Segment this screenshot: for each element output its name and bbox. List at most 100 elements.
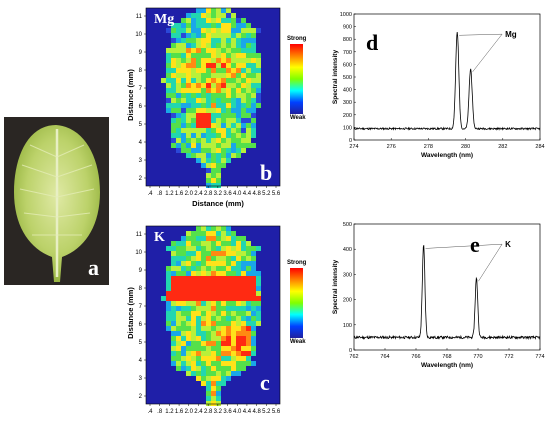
map-cell bbox=[181, 286, 186, 291]
map-cell bbox=[191, 306, 196, 311]
map-cell bbox=[216, 103, 221, 108]
map-cell bbox=[236, 73, 241, 78]
map-cell bbox=[231, 236, 236, 241]
map-cell bbox=[191, 83, 196, 88]
map-cell bbox=[216, 256, 221, 261]
map-cell bbox=[241, 128, 246, 133]
map-cell bbox=[171, 28, 176, 33]
map-cell bbox=[211, 346, 216, 351]
panel-letter-a: a bbox=[88, 255, 99, 280]
map-cell bbox=[196, 276, 201, 281]
map-cell bbox=[221, 18, 226, 23]
map-cell bbox=[221, 226, 226, 231]
map-cell bbox=[181, 43, 186, 48]
map-cell bbox=[221, 236, 226, 241]
map-cell bbox=[256, 103, 261, 108]
map-cell bbox=[216, 366, 221, 371]
map-cell bbox=[241, 83, 246, 88]
map-cell bbox=[191, 261, 196, 266]
map-cell bbox=[236, 266, 241, 271]
map-cell bbox=[241, 271, 246, 276]
map-cell bbox=[226, 231, 231, 236]
map-cell bbox=[221, 13, 226, 18]
map-cell bbox=[226, 73, 231, 78]
map-cell bbox=[206, 103, 211, 108]
map-cell bbox=[181, 88, 186, 93]
map-cell bbox=[236, 291, 241, 296]
map-cell bbox=[216, 286, 221, 291]
map-cell bbox=[196, 143, 201, 148]
map-cell bbox=[241, 118, 246, 123]
y-tick-label: 200 bbox=[343, 298, 352, 304]
map-cell bbox=[206, 321, 211, 326]
map-cell bbox=[226, 53, 231, 58]
y-tick-label: 9 bbox=[139, 268, 143, 274]
x-tick-label: 4.0 bbox=[233, 191, 242, 197]
map-cell bbox=[166, 321, 171, 326]
map-cell bbox=[206, 143, 211, 148]
map-cell bbox=[241, 53, 246, 58]
map-cell bbox=[211, 261, 216, 266]
map-cell bbox=[236, 63, 241, 68]
map-cell bbox=[191, 316, 196, 321]
map-cell bbox=[206, 183, 211, 188]
map-cell bbox=[246, 301, 251, 306]
map-cell bbox=[171, 108, 176, 113]
map-cell bbox=[176, 281, 181, 286]
map-cell bbox=[226, 83, 231, 88]
map-cell bbox=[176, 261, 181, 266]
map-cell bbox=[201, 311, 206, 316]
map-cell bbox=[211, 371, 216, 376]
map-cell bbox=[246, 291, 251, 296]
map-cell bbox=[181, 93, 186, 98]
map-cell bbox=[216, 148, 221, 153]
x-tick-label: 2.8 bbox=[204, 409, 213, 415]
map-cell bbox=[241, 133, 246, 138]
map-cell bbox=[171, 133, 176, 138]
map-cell bbox=[176, 28, 181, 33]
map-cell bbox=[201, 63, 206, 68]
map-cell bbox=[196, 8, 201, 13]
map-cell bbox=[191, 23, 196, 28]
x-tick-label: 2.0 bbox=[185, 191, 194, 197]
map-cell bbox=[201, 118, 206, 123]
map-cell bbox=[211, 83, 216, 88]
map-cell bbox=[181, 241, 186, 246]
map-cell bbox=[246, 63, 251, 68]
map-cell bbox=[196, 43, 201, 48]
map-cell bbox=[206, 33, 211, 38]
map-cell bbox=[201, 341, 206, 346]
map-cell bbox=[186, 78, 191, 83]
map-cell bbox=[226, 63, 231, 68]
map-cell bbox=[206, 118, 211, 123]
map-cell bbox=[241, 123, 246, 128]
map-cell bbox=[211, 58, 216, 63]
map-cell bbox=[251, 93, 256, 98]
map-cell bbox=[216, 401, 221, 406]
y-tick-label: 700 bbox=[343, 50, 352, 56]
map-cell bbox=[211, 246, 216, 251]
map-cell bbox=[181, 246, 186, 251]
map-cell bbox=[191, 311, 196, 316]
x-axis-title: Distance (mm) bbox=[192, 199, 244, 208]
map-cell bbox=[201, 271, 206, 276]
map-cell bbox=[206, 371, 211, 376]
map-cell bbox=[191, 123, 196, 128]
map-cell bbox=[206, 336, 211, 341]
map-cell bbox=[231, 53, 236, 58]
map-cell bbox=[201, 231, 206, 236]
map-cell bbox=[236, 53, 241, 58]
map-cell bbox=[216, 33, 221, 38]
map-cell bbox=[216, 311, 221, 316]
map-cell bbox=[171, 281, 176, 286]
map-cell bbox=[166, 291, 171, 296]
y-tick-label: 800 bbox=[343, 37, 352, 43]
map-cell bbox=[236, 118, 241, 123]
map-cell bbox=[176, 38, 181, 43]
map-cell bbox=[176, 148, 181, 153]
map-cell bbox=[211, 271, 216, 276]
y-tick-label: 10 bbox=[135, 250, 142, 256]
map-cell bbox=[256, 28, 261, 33]
map-cell bbox=[196, 28, 201, 33]
map-cell bbox=[186, 291, 191, 296]
